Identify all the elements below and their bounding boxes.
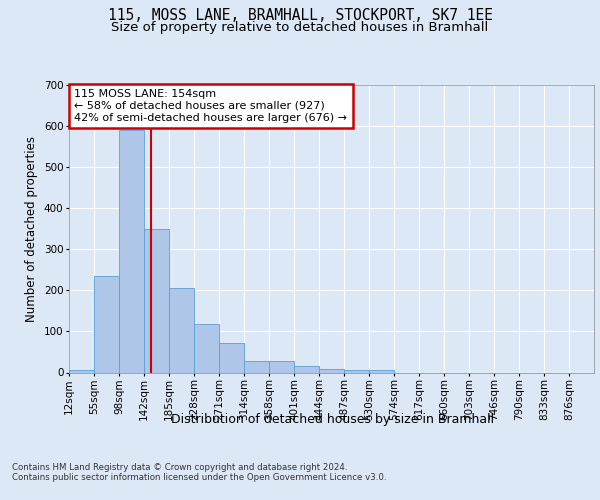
Bar (69, 370, 94, 372)
Bar (294, 366, 319, 372)
Bar (169, 288, 194, 372)
Bar (269, 362, 294, 372)
Bar (244, 362, 269, 372)
Text: Size of property relative to detached houses in Bramhall: Size of property relative to detached ho… (112, 22, 488, 35)
Bar (119, 130, 144, 372)
Bar (94, 276, 119, 372)
Text: 115, MOSS LANE, BRAMHALL, STOCKPORT, SK7 1EE: 115, MOSS LANE, BRAMHALL, STOCKPORT, SK7… (107, 8, 493, 22)
Y-axis label: Number of detached properties: Number of detached properties (25, 136, 38, 322)
Bar (144, 229, 169, 372)
Bar (319, 369, 344, 372)
Bar (369, 370, 394, 372)
Bar (219, 342, 244, 372)
Text: Distribution of detached houses by size in Bramhall: Distribution of detached houses by size … (172, 412, 494, 426)
Text: 115 MOSS LANE: 154sqm
← 58% of detached houses are smaller (927)
42% of semi-det: 115 MOSS LANE: 154sqm ← 58% of detached … (74, 90, 347, 122)
Text: Contains HM Land Registry data © Crown copyright and database right 2024.
Contai: Contains HM Land Registry data © Crown c… (12, 462, 386, 482)
Bar (344, 370, 369, 372)
Bar (194, 324, 219, 372)
